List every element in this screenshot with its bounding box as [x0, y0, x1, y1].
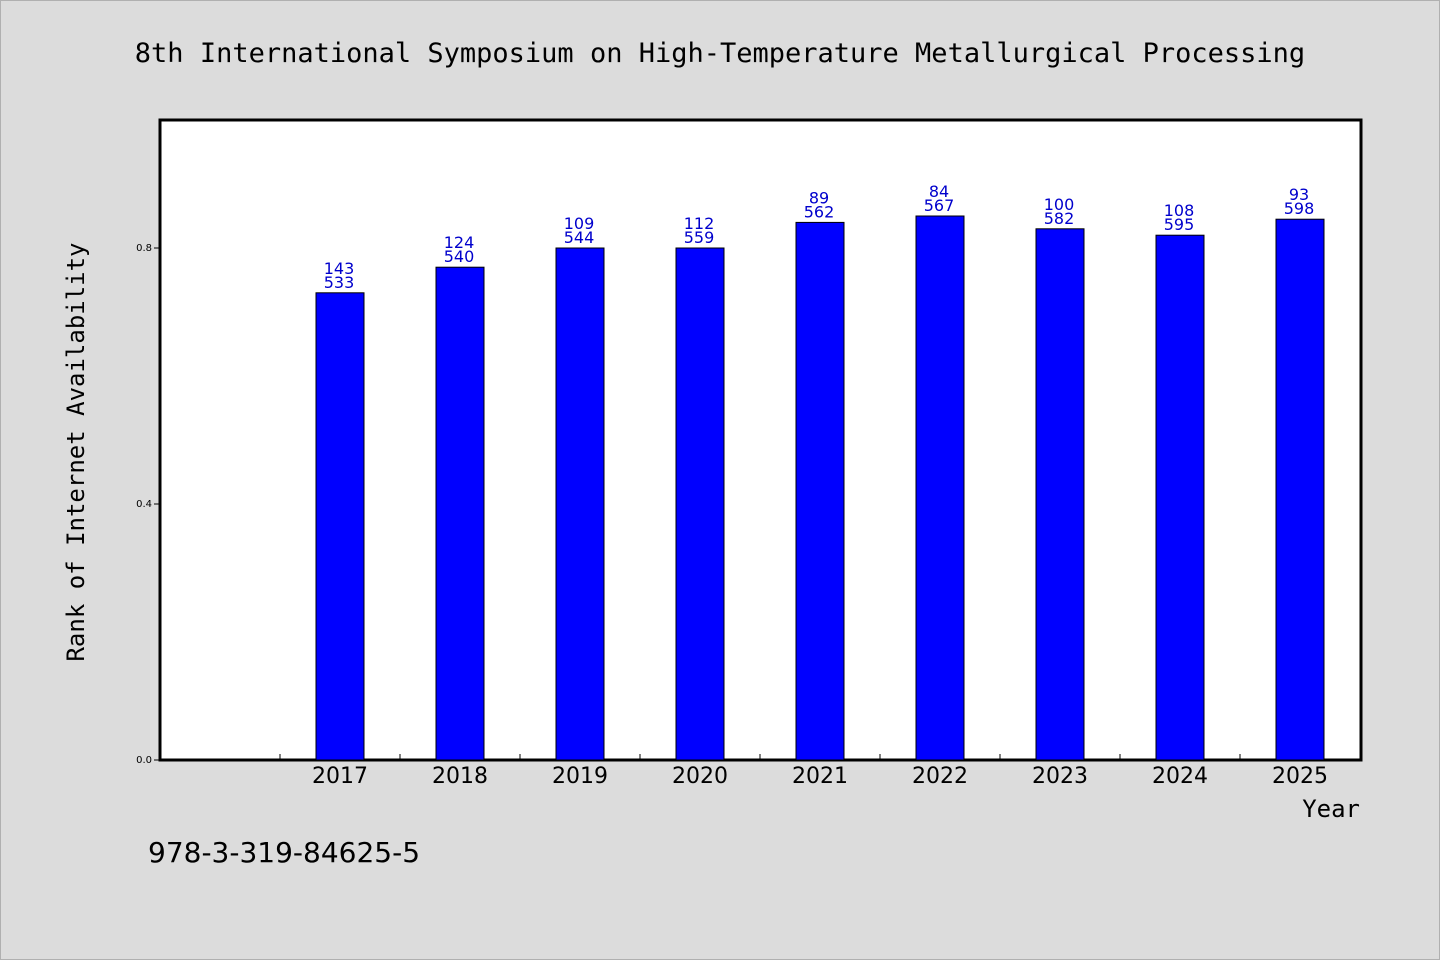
- bar-2021: [795, 221, 845, 761]
- y-tick-label: 0.4: [136, 499, 152, 510]
- x-tick-label-2018: 2018: [432, 764, 488, 789]
- bar-label-top-2025: 93: [1289, 185, 1309, 204]
- bar-label-bottom-2023: 582: [1044, 209, 1075, 228]
- x-tick-label-2019: 2019: [552, 764, 608, 789]
- bar-label-bottom-2024: 595: [1164, 215, 1195, 234]
- bar-label-top-2019: 109: [564, 214, 595, 233]
- bar-2023: [1035, 228, 1085, 761]
- bar-label-bottom-2021: 562: [804, 202, 835, 221]
- y-tick-label: 0.0: [136, 755, 152, 766]
- x-tick-label-2021: 2021: [792, 764, 848, 789]
- bar-2018: [435, 266, 485, 761]
- bar-label-bottom-2025: 598: [1284, 199, 1315, 218]
- bar-2019: [555, 247, 605, 761]
- bar-label-top-2020: 112: [684, 214, 715, 233]
- bar-label-bottom-2022: 567: [924, 196, 955, 215]
- bar-label-top-2023: 100: [1044, 195, 1075, 214]
- bar-label-bottom-2020: 559: [684, 228, 715, 247]
- bar-label-top-2022: 84: [929, 182, 949, 201]
- bar-2025: [1275, 218, 1325, 761]
- x-tick-label-2025: 2025: [1272, 764, 1328, 789]
- bar-label-top-2021: 89: [809, 188, 829, 207]
- bar-label-top-2024: 108: [1164, 201, 1195, 220]
- isbn-footer: 978-3-319-84625-5: [148, 836, 420, 869]
- x-tick-label-2023: 2023: [1032, 764, 1088, 789]
- bar-label-bottom-2019: 544: [564, 228, 595, 247]
- x-tick-labels-group: 2017 2018 2019 2020 2021 2022 2023 2024 2025: [312, 764, 1328, 789]
- chart-title: 8th International Symposium on High-Temp…: [135, 38, 1305, 69]
- bar-label-top-2017: 143: [324, 259, 355, 278]
- y-axis-ticks: 0.0 0.4 0.8: [136, 243, 160, 766]
- bar-2017: [315, 292, 365, 761]
- y-tick-label: 0.8: [136, 243, 152, 254]
- bar-label-bottom-2018: 540: [444, 247, 475, 266]
- bar-label-bottom-2017: 533: [324, 273, 355, 292]
- bar-label-top-2018: 124: [444, 233, 475, 252]
- bar-2020: [675, 247, 725, 761]
- x-tick-label-2020: 2020: [672, 764, 728, 789]
- x-axis-label: Year: [1302, 795, 1360, 823]
- bar-2022: [915, 215, 965, 761]
- x-tick-label-2017: 2017: [312, 764, 368, 789]
- bar-2024: [1155, 234, 1205, 761]
- y-axis-label: Rank of Internet Availability: [62, 242, 90, 661]
- bars-group: [315, 215, 1325, 761]
- x-tick-label-2022: 2022: [912, 764, 968, 789]
- x-tick-label-2024: 2024: [1152, 764, 1208, 789]
- x-axis-ticks: [279, 754, 1361, 760]
